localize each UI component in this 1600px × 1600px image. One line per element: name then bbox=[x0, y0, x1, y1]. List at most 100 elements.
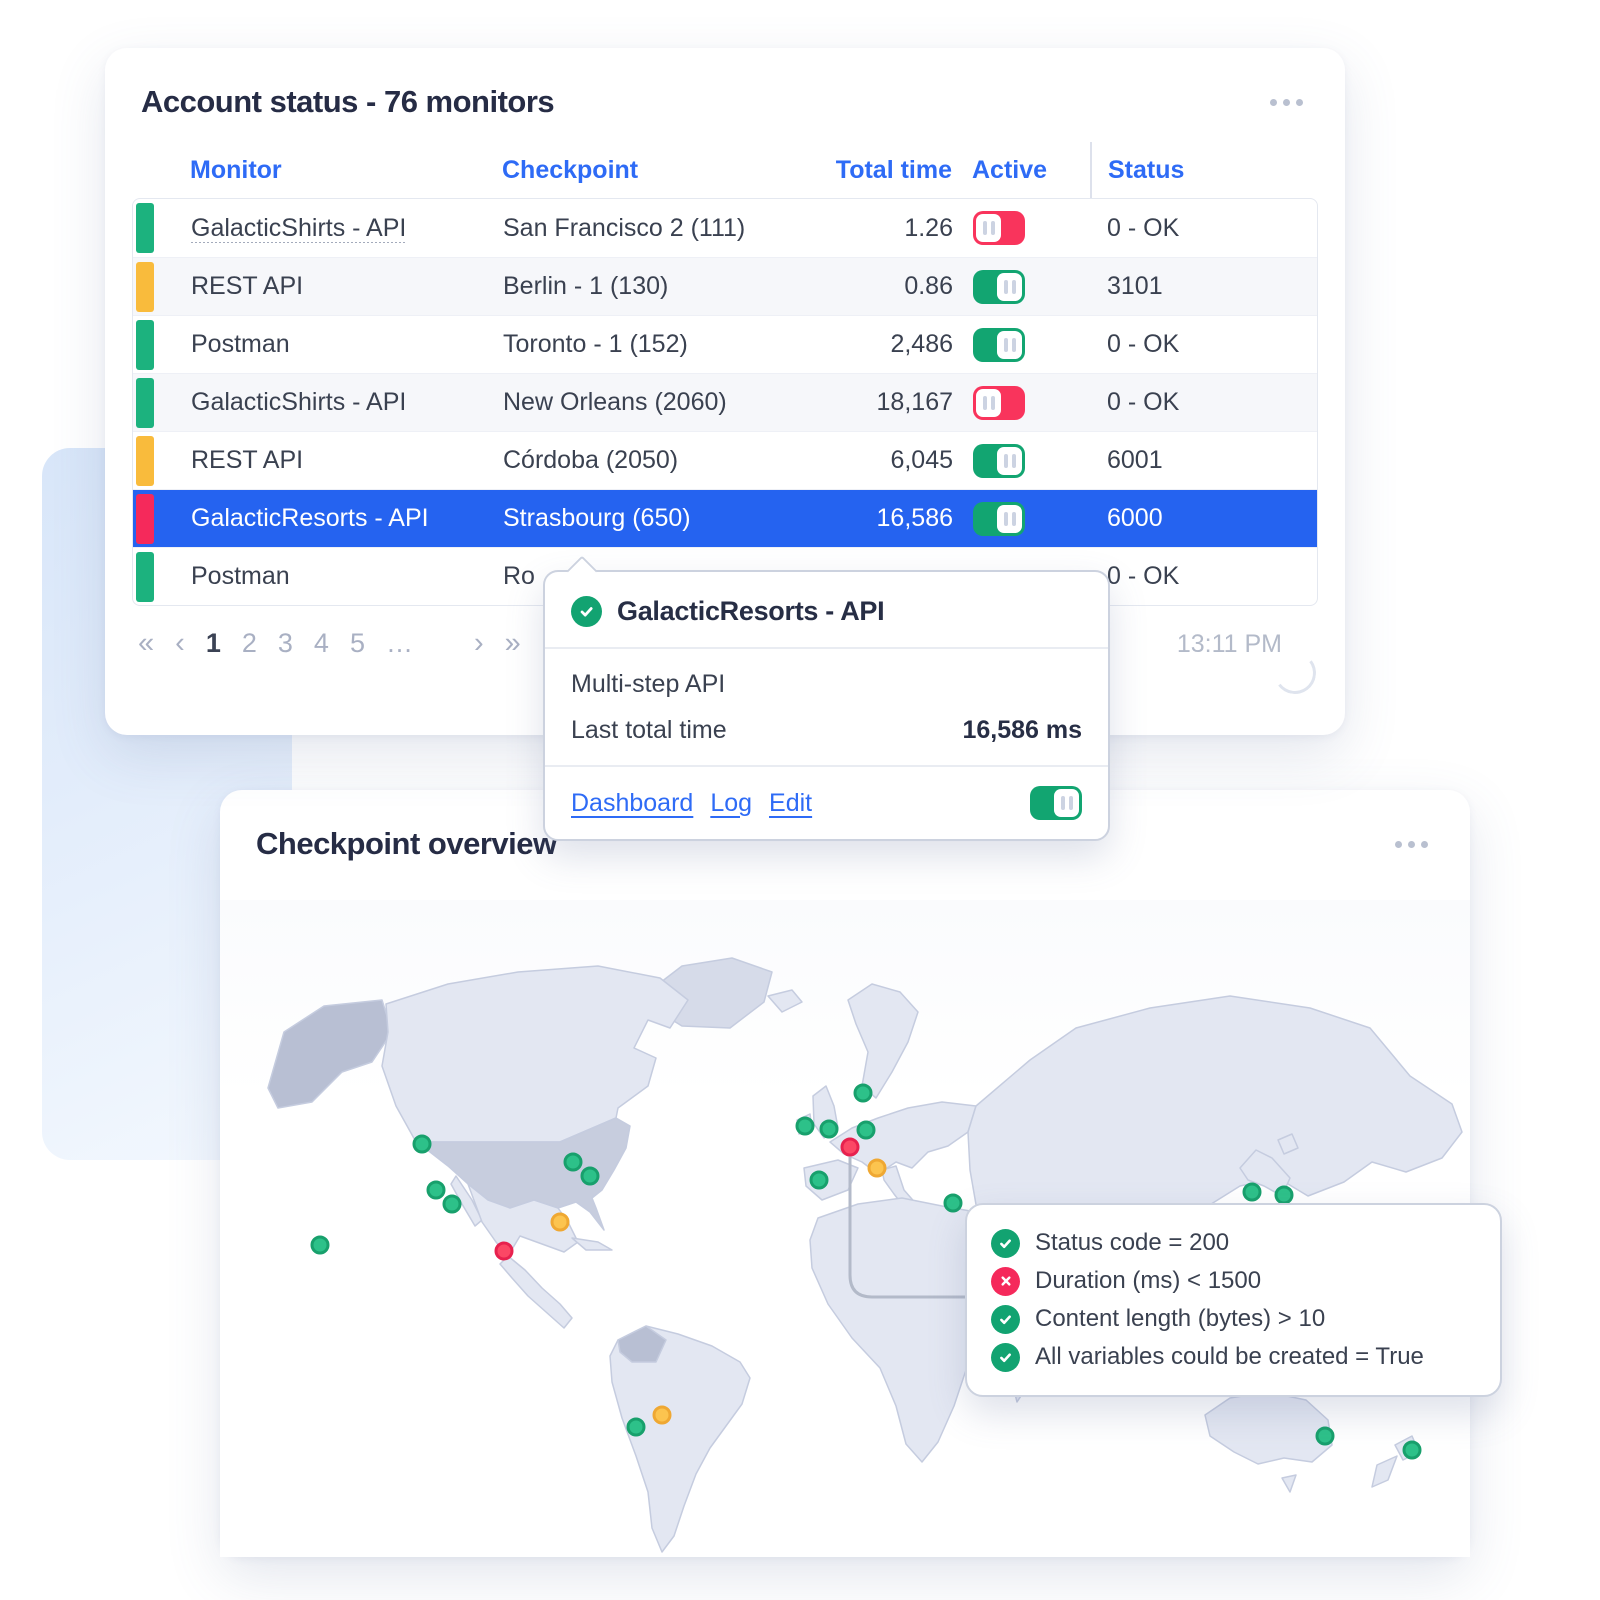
monitor-link[interactable]: Postman bbox=[167, 330, 483, 359]
monitor-active-toggle[interactable] bbox=[1030, 786, 1082, 820]
toggle-grip bbox=[991, 221, 995, 235]
status-chip-cell bbox=[133, 258, 167, 315]
checkpoint-marker[interactable] bbox=[311, 1236, 330, 1255]
active-toggle[interactable] bbox=[973, 211, 1025, 245]
pagination: « ‹ 12345 … › » bbox=[138, 627, 542, 660]
last-total-time-label: Last total time bbox=[571, 716, 727, 745]
cross-circle-icon bbox=[991, 1267, 1020, 1296]
assertion-row: Status code = 200 bbox=[991, 1224, 1476, 1262]
toggle-knob bbox=[997, 505, 1022, 533]
status-chip bbox=[136, 552, 154, 602]
checkpoint-marker[interactable] bbox=[551, 1213, 570, 1232]
monitor-link[interactable]: GalacticShirts - API bbox=[167, 388, 483, 417]
status-chip bbox=[136, 378, 154, 428]
pagination-first-button[interactable]: « bbox=[138, 627, 154, 660]
more-menu-icon[interactable] bbox=[1270, 93, 1303, 112]
monitor-link[interactable]: REST API bbox=[167, 272, 483, 301]
active-cell bbox=[953, 270, 1091, 304]
pagination-page-1[interactable]: 1 bbox=[206, 628, 221, 659]
checkpoint-marker[interactable] bbox=[820, 1120, 839, 1139]
checkpoint-marker[interactable] bbox=[653, 1406, 672, 1425]
toggle-knob bbox=[976, 214, 1001, 242]
column-header-monitor[interactable]: Monitor bbox=[166, 156, 482, 185]
checkpoint-marker[interactable] bbox=[564, 1153, 583, 1172]
toggle-grip bbox=[1004, 512, 1008, 526]
pagination-page-4[interactable]: 4 bbox=[314, 628, 329, 659]
tooltip-link-edit[interactable]: Edit bbox=[769, 789, 812, 818]
column-header-checkpoint[interactable]: Checkpoint bbox=[482, 156, 802, 185]
toggle-grip bbox=[1012, 454, 1016, 468]
table-row[interactable]: GalacticResorts - APIStrasbourg (650)16,… bbox=[133, 489, 1317, 547]
status-chip bbox=[136, 494, 154, 544]
status-cell: 3101 bbox=[1091, 272, 1317, 301]
column-header-status[interactable]: Status bbox=[1090, 142, 1318, 198]
checkpoint-marker[interactable] bbox=[1243, 1183, 1262, 1202]
checkpoint-marker[interactable] bbox=[810, 1171, 829, 1190]
pagination-next-button[interactable]: › bbox=[474, 627, 484, 660]
assertion-row: Duration (ms) < 1500 bbox=[991, 1262, 1476, 1300]
active-cell bbox=[953, 444, 1091, 478]
table-row[interactable]: GalacticShirts - APINew Orleans (2060)18… bbox=[133, 373, 1317, 431]
monitor-link[interactable]: GalacticShirts - API bbox=[167, 214, 483, 243]
checkpoint-overview-card: Checkpoint overview bbox=[220, 790, 1470, 1557]
tooltip-link-log[interactable]: Log bbox=[710, 789, 752, 818]
monitor-link[interactable]: Postman bbox=[167, 562, 483, 591]
status-chip bbox=[136, 436, 154, 486]
status-chip bbox=[136, 320, 154, 370]
active-toggle[interactable] bbox=[973, 444, 1025, 478]
monitor-link[interactable]: REST API bbox=[167, 446, 483, 475]
status-chip bbox=[136, 262, 154, 312]
monitor-tooltip-body: Multi-step API Last total time 16,586 ms bbox=[545, 649, 1108, 767]
checkpoint-marker[interactable] bbox=[581, 1167, 600, 1186]
monitor-type-label: Multi-step API bbox=[571, 670, 725, 699]
monitors-table-body: GalacticShirts - APISan Francisco 2 (111… bbox=[132, 198, 1318, 606]
pagination-last-button[interactable]: » bbox=[505, 627, 521, 660]
check-circle-icon bbox=[991, 1343, 1020, 1372]
pagination-page-3[interactable]: 3 bbox=[278, 628, 293, 659]
assertion-text: Content length (bytes) > 10 bbox=[1035, 1305, 1325, 1333]
status-chip-cell bbox=[133, 199, 167, 257]
checkpoint-marker[interactable] bbox=[841, 1138, 860, 1157]
pagination-page-5[interactable]: 5 bbox=[350, 628, 365, 659]
toggle-grip bbox=[991, 396, 995, 410]
active-toggle[interactable] bbox=[973, 386, 1025, 420]
table-row[interactable]: REST APIBerlin - 1 (130)0.863101 bbox=[133, 257, 1317, 315]
checkpoint-marker[interactable] bbox=[854, 1084, 873, 1103]
table-row[interactable]: REST APICórdoba (2050)6,0456001 bbox=[133, 431, 1317, 489]
checkpoint-marker[interactable] bbox=[495, 1242, 514, 1261]
checkpoint-marker[interactable] bbox=[1403, 1441, 1422, 1460]
pagination-prev-button[interactable]: ‹ bbox=[175, 627, 185, 660]
checkpoint-marker[interactable] bbox=[443, 1195, 462, 1214]
checkpoint-marker[interactable] bbox=[857, 1121, 876, 1140]
monitors-table: Monitor Checkpoint Total time Active Sta… bbox=[132, 142, 1318, 606]
active-toggle[interactable] bbox=[973, 502, 1025, 536]
pagination-page-6[interactable]: … bbox=[386, 628, 413, 659]
toggle-grip bbox=[1012, 280, 1016, 294]
checkpoint-cell: Córdoba (2050) bbox=[483, 446, 803, 475]
column-header-total-time[interactable]: Total time bbox=[802, 156, 952, 185]
toggle-grip bbox=[1004, 338, 1008, 352]
monitor-link[interactable]: GalacticResorts - API bbox=[167, 504, 483, 533]
more-menu-icon[interactable] bbox=[1395, 835, 1428, 854]
tooltip-link-dashboard[interactable]: Dashboard bbox=[571, 789, 693, 818]
last-total-time-value: 16,586 ms bbox=[962, 716, 1082, 745]
checkpoint-marker[interactable] bbox=[1316, 1427, 1335, 1446]
checkpoint-marker[interactable] bbox=[944, 1194, 963, 1213]
active-toggle[interactable] bbox=[973, 328, 1025, 362]
checkpoint-marker[interactable] bbox=[868, 1159, 887, 1178]
table-row[interactable]: GalacticShirts - APISan Francisco 2 (111… bbox=[133, 199, 1317, 257]
total-time-cell: 6,045 bbox=[803, 446, 953, 475]
checkpoint-marker[interactable] bbox=[796, 1117, 815, 1136]
column-header-active[interactable]: Active bbox=[952, 156, 1090, 185]
check-circle-icon bbox=[991, 1229, 1020, 1258]
checkpoint-marker[interactable] bbox=[1275, 1186, 1294, 1205]
checkpoint-marker[interactable] bbox=[427, 1181, 446, 1200]
active-toggle[interactable] bbox=[973, 270, 1025, 304]
table-row[interactable]: PostmanToronto - 1 (152)2,4860 - OK bbox=[133, 315, 1317, 373]
monitor-tooltip-title: GalacticResorts - API bbox=[617, 596, 884, 627]
toggle-grip bbox=[983, 396, 987, 410]
toggle-grip bbox=[1004, 454, 1008, 468]
checkpoint-marker[interactable] bbox=[627, 1418, 646, 1437]
checkpoint-marker[interactable] bbox=[413, 1135, 432, 1154]
pagination-page-2[interactable]: 2 bbox=[242, 628, 257, 659]
